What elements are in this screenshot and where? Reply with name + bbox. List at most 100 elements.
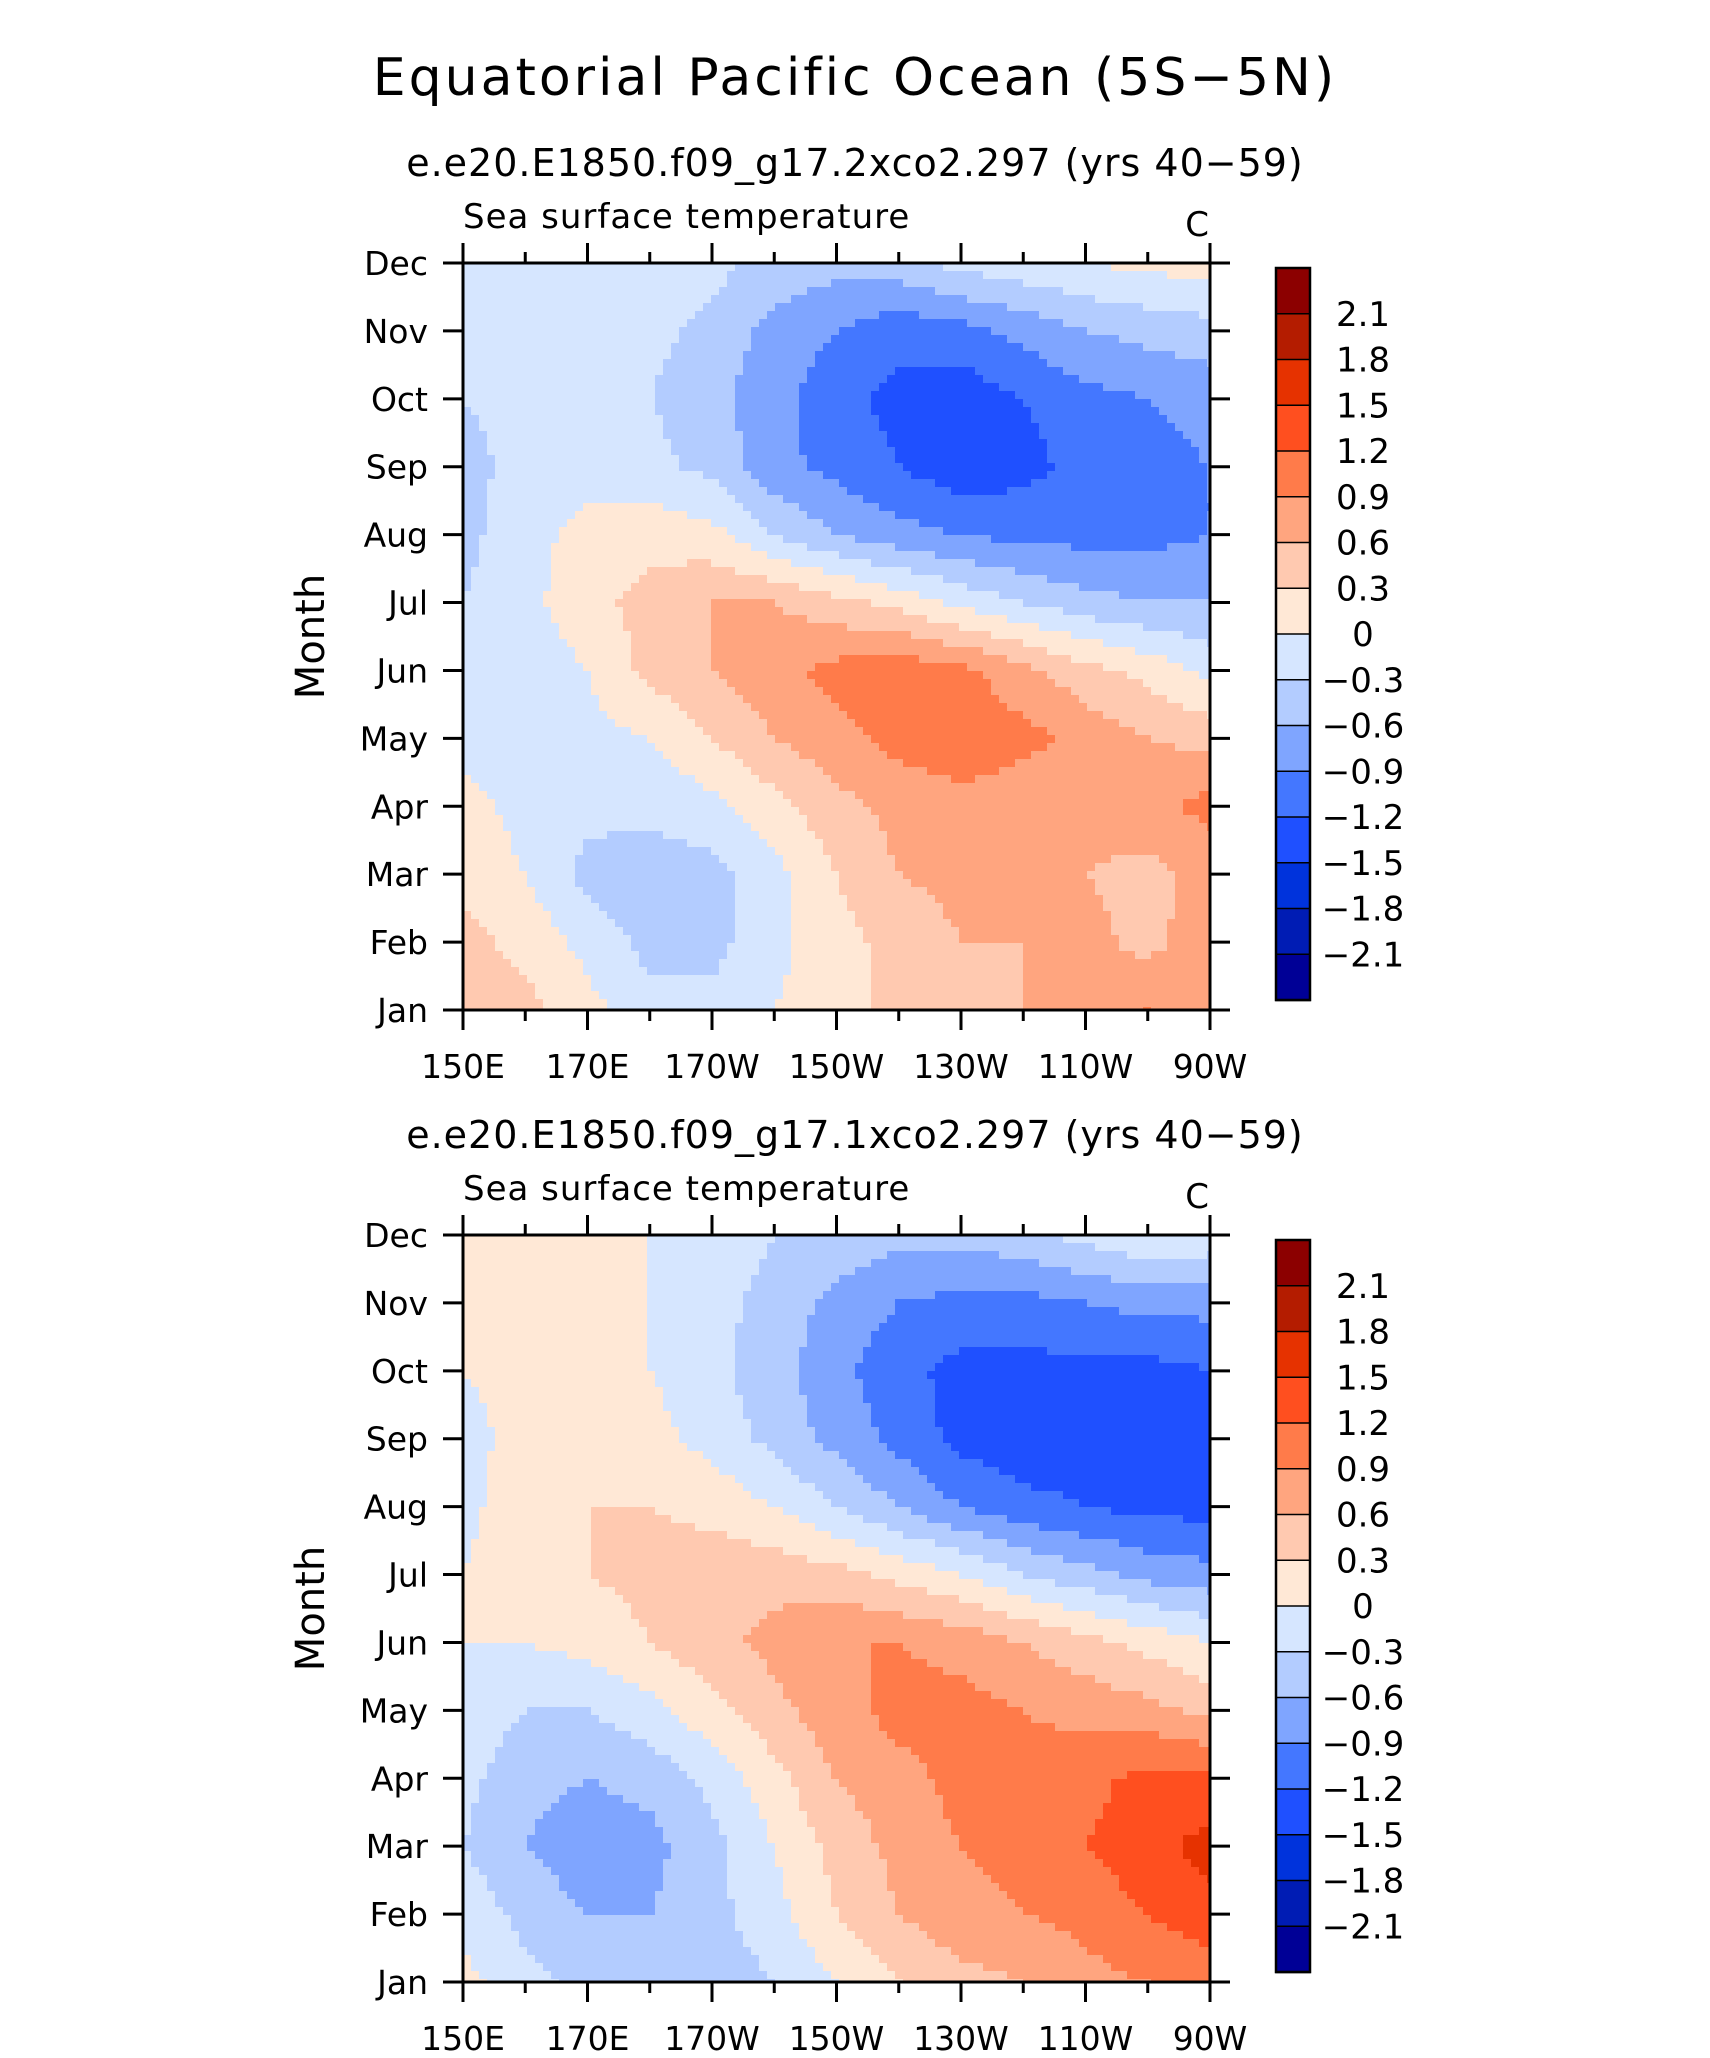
sst-cell (583, 671, 592, 680)
sst-cell (1183, 647, 1192, 656)
sst-cell (1031, 319, 1040, 328)
sst-cell (751, 527, 760, 536)
sst-cell (1095, 615, 1104, 624)
sst-cell (543, 519, 552, 528)
sst-cell (999, 271, 1008, 280)
sst-cell (1015, 431, 1024, 440)
sst-cell (735, 527, 744, 536)
sst-cell (575, 303, 584, 312)
sst-cell (1183, 655, 1192, 664)
sst-cell (1031, 671, 1040, 680)
sst-cell (1127, 263, 1136, 272)
sst-cell (1103, 639, 1112, 648)
sst-cell (759, 279, 768, 288)
sst-cell (1055, 591, 1064, 600)
sst-cell (519, 399, 528, 408)
sst-cell (1111, 543, 1120, 552)
sst-cell (855, 479, 864, 488)
sst-cell (935, 639, 944, 648)
sst-cell (743, 263, 752, 272)
sst-cell (591, 567, 600, 576)
sst-cell (639, 559, 648, 568)
sst-cell (655, 495, 664, 504)
sst-cell (815, 463, 824, 472)
sst-cell (959, 303, 968, 312)
sst-cell (551, 623, 560, 632)
sst-cell (1199, 303, 1208, 312)
sst-cell (959, 367, 968, 376)
sst-cell (855, 551, 864, 560)
sst-cell (623, 447, 632, 456)
sst-cell (615, 399, 624, 408)
sst-cell (1095, 415, 1104, 424)
sst-cell (487, 567, 496, 576)
sst-cell (575, 647, 584, 656)
sst-cell (1031, 519, 1040, 528)
sst-cell (703, 431, 712, 440)
sst-cell (951, 463, 960, 472)
sst-cell (767, 471, 776, 480)
sst-cell (463, 343, 472, 352)
sst-cell (823, 439, 832, 448)
sst-cell (871, 679, 880, 688)
sst-cell (879, 631, 888, 640)
sst-cell (679, 295, 688, 304)
sst-cell (1055, 423, 1064, 432)
sst-cell (599, 383, 608, 392)
sst-cell (535, 615, 544, 624)
sst-cell (831, 495, 840, 504)
sst-cell (679, 599, 688, 608)
sst-cell (943, 535, 952, 544)
sst-cell (519, 463, 528, 472)
sst-cell (503, 503, 512, 512)
sst-cell (463, 607, 472, 616)
sst-cell (863, 631, 872, 640)
sst-cell (503, 335, 512, 344)
sst-cell (487, 687, 496, 696)
sst-cell (1151, 415, 1160, 424)
sst-cell (727, 351, 736, 360)
sst-cell (1031, 359, 1040, 368)
sst-cell (671, 335, 680, 344)
sst-cell (983, 439, 992, 448)
sst-cell (719, 599, 728, 608)
sst-cell (711, 351, 720, 360)
sst-cell (839, 495, 848, 504)
sst-cell (1127, 335, 1136, 344)
sst-cell (959, 559, 968, 568)
sst-cell (575, 511, 584, 520)
sst-cell (719, 591, 728, 600)
sst-cell (999, 487, 1008, 496)
sst-cell (767, 503, 776, 512)
sst-cell (911, 311, 920, 320)
sst-cell (663, 287, 672, 296)
sst-cell (839, 599, 848, 608)
sst-cell (783, 559, 792, 568)
sst-cell (559, 639, 568, 648)
sst-cell (991, 263, 1000, 272)
sst-cell (1175, 391, 1184, 400)
sst-cell (871, 495, 880, 504)
sst-cell (967, 303, 976, 312)
sst-cell (479, 551, 488, 560)
sst-cell (815, 431, 824, 440)
sst-cell (663, 423, 672, 432)
sst-cell (935, 359, 944, 368)
sst-cell (527, 503, 536, 512)
sst-cell (1111, 615, 1120, 624)
sst-cell (991, 599, 1000, 608)
sst-cell (935, 415, 944, 424)
sst-cell (1103, 543, 1112, 552)
sst-cell (983, 311, 992, 320)
sst-cell (607, 319, 616, 328)
sst-cell (999, 503, 1008, 512)
sst-cell (951, 591, 960, 600)
sst-cell (1047, 615, 1056, 624)
sst-cell (487, 495, 496, 504)
sst-cell (855, 431, 864, 440)
sst-cell (911, 535, 920, 544)
sst-cell (911, 407, 920, 416)
sst-cell (903, 527, 912, 536)
sst-cell (511, 591, 520, 600)
sst-cell (791, 543, 800, 552)
